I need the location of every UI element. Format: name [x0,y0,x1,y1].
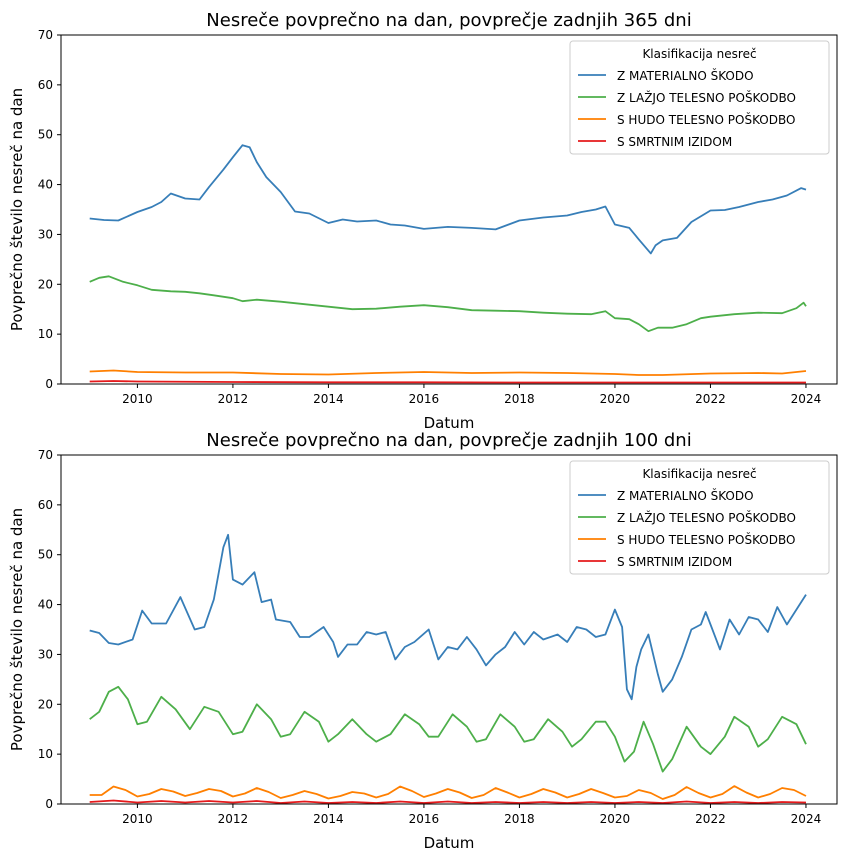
x-tick-label: 2012 [218,812,249,826]
legend-entry-label: S HUDO TELESNO POŠKODBO [617,532,795,547]
y-tick-label: 60 [38,498,53,512]
series-line [89,799,807,804]
series-line [89,369,807,376]
x-tick-label: 2018 [504,392,535,406]
x-tick-label: 2018 [504,812,535,826]
legend: Klasifikacija nesreč Z MATERIALNO ŠKODO Z … [569,460,830,575]
series-line [89,380,806,384]
chart-panel-100-days: Nesreče povprečno na dan, povprečje zadn… [8,430,838,852]
legend-title: Klasifikacija nesreč [642,467,756,481]
y-tick-label: 60 [38,78,53,92]
y-tick-label: 30 [38,647,53,661]
x-tick-label: 2016 [409,812,440,826]
x-tick-label: 2024 [791,392,822,406]
legend-frame [569,40,830,155]
x-tick-label: 2020 [600,392,631,406]
series-line [89,785,807,800]
x-tick-label: 2016 [409,392,440,406]
y-axis-label: Povprečno število nesreč na dan [8,508,26,751]
y-tick-label: 40 [38,178,53,192]
x-tick-label: 2024 [791,812,822,826]
legend-frame [569,460,830,575]
y-tick-label: 20 [38,277,53,291]
y-tick-label: 50 [38,128,53,142]
x-axis-label: Datum [424,834,475,852]
legend-entry-label: Z LAŽJO TELESNO POŠKODBO [617,510,796,525]
x-tick-label: 2022 [695,812,726,826]
legend-entry-label: Z MATERIALNO ŠKODO [617,68,754,83]
series-line [89,144,807,255]
y-axis-label: Povprečno število nesreč na dan [8,88,26,331]
y-tick-label: 70 [38,28,53,42]
x-tick-label: 2022 [695,392,726,406]
y-tick-label: 70 [38,448,53,462]
legend-entry-label: S HUDO TELESNO POŠKODBO [617,112,795,127]
chart-title: Nesreče povprečno na dan, povprečje zadn… [206,430,691,451]
chart-title: Nesreče povprečno na dan, povprečje zadn… [206,10,691,31]
y-tick-label: 30 [38,227,53,241]
y-tick-label: 50 [38,548,53,562]
series-lines [89,144,807,384]
x-tick-label: 2010 [122,812,153,826]
x-tick-label: 2020 [600,812,631,826]
y-tick-label: 10 [38,747,53,761]
legend: Klasifikacija nesreč Z MATERIALNO ŠKODO Z … [569,40,830,155]
y-tick-label: 40 [38,598,53,612]
x-axis-label: Datum [424,414,475,432]
plot-frame [60,34,838,385]
series-line [89,275,807,333]
x-tick-label: 2010 [122,392,153,406]
legend-title: Klasifikacija nesreč [642,47,756,61]
legend-entry-label: S SMRTNIM IZIDOM [617,135,732,149]
x-tick-label: 2014 [313,812,344,826]
legend-entry-label: Z MATERIALNO ŠKODO [617,488,754,503]
chart-panel-365-days: Nesreče povprečno na dan, povprečje zadn… [8,10,838,432]
legend-entry-label: S SMRTNIM IZIDOM [617,555,732,569]
y-tick-label: 10 [38,327,53,341]
plot-frame [60,454,838,805]
series-lines [89,533,807,804]
legend-entry-label: Z LAŽJO TELESNO POŠKODBO [617,90,796,105]
series-line [89,685,807,773]
y-tick-label: 0 [45,797,53,811]
series-line [89,533,807,701]
x-tick-label: 2012 [218,392,249,406]
y-tick-label: 20 [38,697,53,711]
x-tick-label: 2014 [313,392,344,406]
y-tick-label: 0 [45,377,53,391]
